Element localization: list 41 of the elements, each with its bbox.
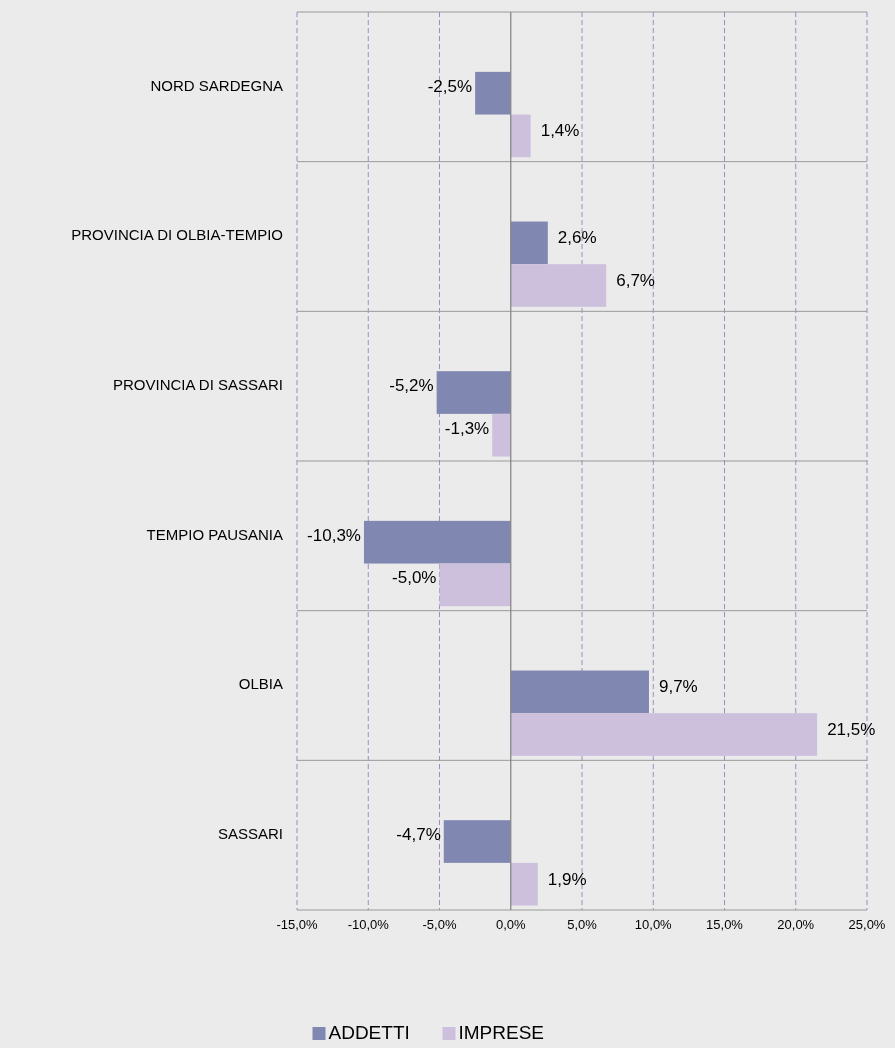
data-label: -5,2%	[389, 376, 434, 396]
y-tick-label: TEMPIO PAUSANIA	[146, 525, 283, 543]
x-tick-label: 5,0%	[567, 917, 598, 932]
bar	[510, 114, 531, 158]
x-tick-label: 25,0%	[848, 917, 886, 932]
data-label: 21,5%	[827, 720, 876, 739]
legend-label: IMPRESE	[458, 1022, 545, 1044]
bar	[363, 520, 511, 564]
data-label: 1,4%	[540, 121, 580, 141]
bar	[510, 862, 538, 906]
data-label: -10,3%	[307, 525, 361, 545]
x-tick-label: -10,0%	[347, 917, 390, 932]
data-label: 9,7%	[658, 677, 698, 697]
x-tick-label: 10,0%	[634, 917, 673, 932]
bar	[510, 713, 818, 756]
bar	[475, 71, 511, 115]
y-tick-label: PROVINCIA DI SASSARI	[112, 376, 283, 394]
x-tick-label: -15,0%	[276, 917, 319, 932]
y-tick-label: OLBIA	[238, 675, 283, 693]
x-tick-label: -5,0%	[422, 917, 457, 932]
bar	[492, 413, 511, 457]
data-label: -1,3%	[444, 418, 490, 438]
legend-label: ADDETTI	[328, 1022, 410, 1044]
x-tick-label: 20,0%	[777, 917, 815, 932]
x-tick-label: 15,0%	[706, 917, 744, 932]
data-label: 1,9%	[547, 869, 587, 889]
y-tick-label: SASSARI	[217, 825, 283, 843]
data-label: -4,7%	[396, 825, 441, 845]
data-label: 6,7%	[616, 271, 655, 290]
bar	[439, 563, 511, 607]
data-label: -2,5%	[427, 76, 473, 96]
data-label: 2,6%	[557, 228, 597, 248]
bar	[510, 670, 649, 714]
bar	[436, 371, 511, 414]
bar	[510, 221, 548, 265]
x-tick-label: 0,0%	[495, 917, 526, 932]
data-label: -5,0%	[392, 568, 437, 588]
bar	[510, 264, 607, 307]
bar	[443, 820, 511, 863]
y-tick-label: NORD SARDEGNA	[150, 76, 283, 94]
y-tick-label: PROVINCIA DI OLBIA-TEMPIO	[71, 226, 283, 244]
